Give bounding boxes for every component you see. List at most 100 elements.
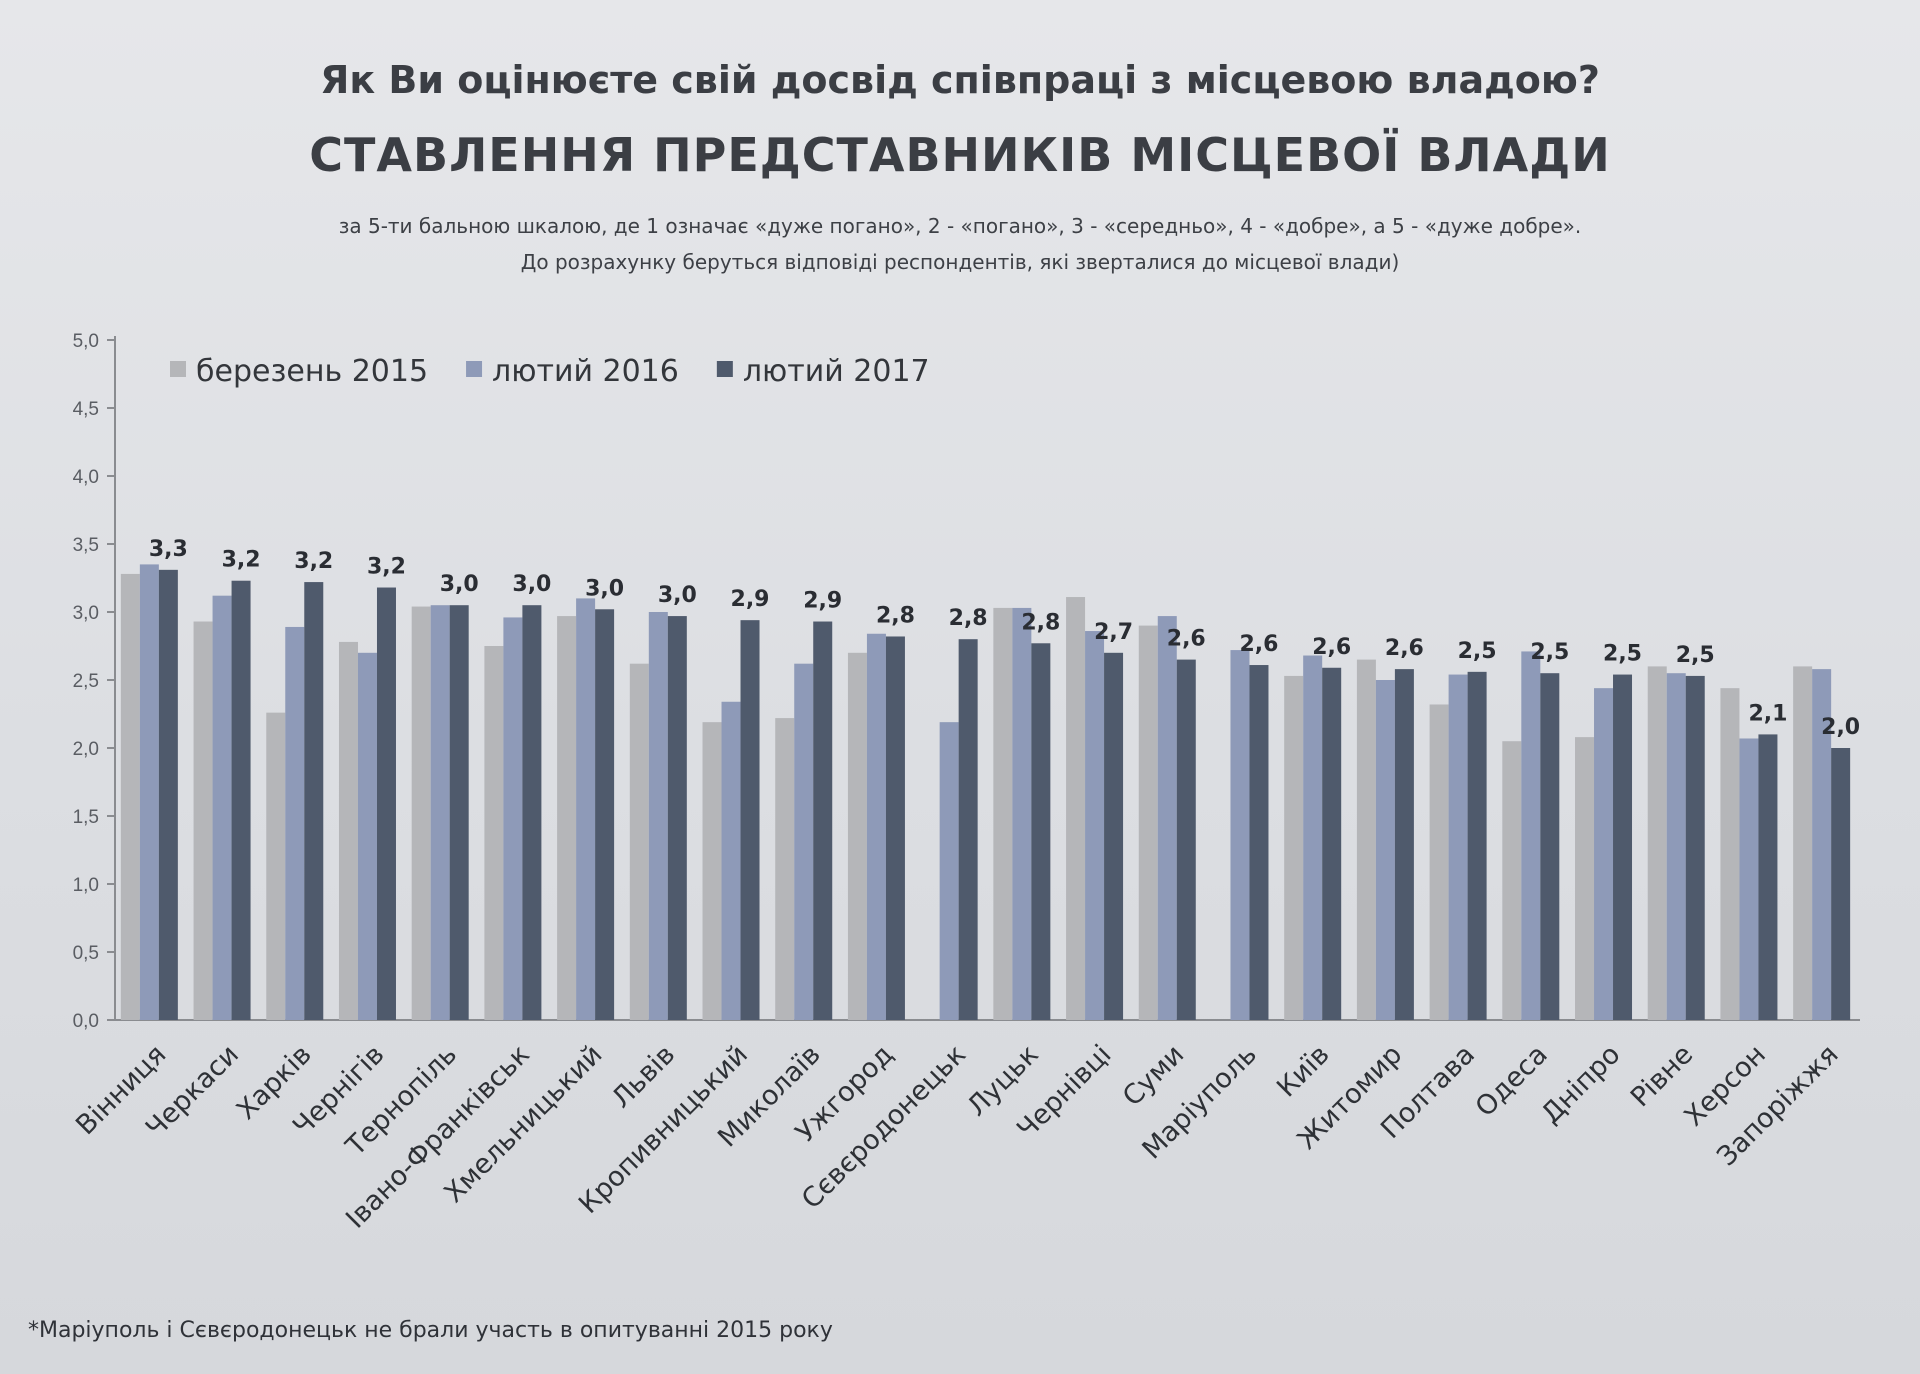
bar <box>1012 607 1032 1020</box>
bar <box>702 722 722 1020</box>
y-tick-label: 2,0 <box>73 739 99 760</box>
bar <box>522 605 542 1020</box>
bar <box>1666 673 1686 1020</box>
bar <box>1467 671 1487 1020</box>
bar <box>1831 748 1851 1020</box>
data-label: 2,8 <box>949 606 988 631</box>
bar <box>721 701 741 1020</box>
legend-swatch <box>716 361 733 377</box>
y-tick-label: 2,5 <box>73 671 99 692</box>
bar <box>1502 741 1522 1020</box>
data-label: 2,0 <box>1821 715 1860 740</box>
data-label: 2,6 <box>1312 635 1351 660</box>
data-label: 2,5 <box>1603 642 1642 667</box>
data-label: 2,8 <box>876 603 915 628</box>
bar <box>430 605 450 1020</box>
data-label: 3,2 <box>367 555 406 580</box>
bar <box>376 587 396 1020</box>
data-label: 2,5 <box>1458 639 1497 664</box>
category-label: Київ <box>1271 1039 1335 1103</box>
bar <box>1157 616 1177 1020</box>
legend-swatch <box>466 361 483 377</box>
bar <box>1230 650 1250 1020</box>
bar <box>120 573 140 1020</box>
chart-footnote: *Маріуполь і Сєвєродонецьк не брали учас… <box>28 1318 833 1343</box>
data-label: 3,0 <box>658 583 697 608</box>
chart-title: СТАВЛЕННЯ ПРЕДСТАВНИКІВ МІСЦЕВОЇ ВЛАДИ <box>309 128 1611 182</box>
bar <box>357 652 377 1020</box>
y-tick-label: 3,5 <box>73 535 99 556</box>
legend-entry: березень 2015 <box>196 354 428 389</box>
data-label: 2,6 <box>1167 627 1206 652</box>
bar <box>648 612 668 1020</box>
legend-entry: лютий 2016 <box>492 354 679 389</box>
bar <box>1085 631 1105 1020</box>
bar <box>1647 666 1667 1020</box>
bar <box>667 616 687 1020</box>
data-label: 3,0 <box>440 572 479 597</box>
bar <box>1812 669 1832 1020</box>
bar <box>231 580 251 1020</box>
bar <box>212 595 232 1020</box>
bar <box>1758 734 1778 1020</box>
bar <box>1575 737 1595 1020</box>
y-tick-label: 1,0 <box>73 875 99 896</box>
data-label: 2,6 <box>1385 636 1424 661</box>
bar <box>484 646 504 1020</box>
data-label: 2,7 <box>1094 620 1133 645</box>
data-label: 2,5 <box>1676 643 1715 668</box>
bar <box>1303 655 1323 1020</box>
chart-subtitle-line2: До розрахунку беруться відповіді респонд… <box>520 250 1400 274</box>
bar <box>193 621 213 1020</box>
bar <box>1138 625 1158 1020</box>
bar <box>993 607 1013 1020</box>
bar <box>1066 597 1086 1020</box>
y-tick-label: 5,0 <box>73 331 99 352</box>
bar <box>775 718 795 1020</box>
y-tick-label: 4,0 <box>73 467 99 488</box>
bar <box>557 616 577 1020</box>
data-label: 2,9 <box>731 587 770 612</box>
bar <box>503 617 523 1020</box>
bar <box>1448 674 1468 1020</box>
bar <box>866 633 886 1020</box>
bar <box>449 605 469 1020</box>
bar <box>338 641 358 1020</box>
data-label: 2,6 <box>1239 632 1278 657</box>
bar <box>1793 666 1813 1020</box>
data-label: 3,0 <box>512 572 551 597</box>
bar <box>595 609 615 1020</box>
bar <box>158 569 178 1020</box>
data-label: 3,2 <box>222 548 261 573</box>
bar <box>1356 659 1376 1020</box>
data-label: 2,1 <box>1748 701 1787 726</box>
bar <box>1249 665 1269 1020</box>
bar <box>885 636 905 1020</box>
data-label: 2,5 <box>1530 640 1569 665</box>
bar <box>794 663 814 1020</box>
bar <box>1739 738 1759 1020</box>
data-label: 3,0 <box>585 576 624 601</box>
bar <box>1176 659 1196 1020</box>
bar <box>1720 688 1740 1020</box>
data-label: 2,9 <box>803 589 842 614</box>
y-tick-label: 0,0 <box>73 1011 99 1032</box>
bar <box>1394 669 1414 1020</box>
data-label: 3,3 <box>149 537 188 562</box>
legend-entry: лютий 2017 <box>743 354 930 389</box>
bar <box>1613 674 1633 1020</box>
bar <box>1685 675 1705 1020</box>
bar <box>285 626 305 1020</box>
bar <box>629 663 649 1020</box>
y-tick-label: 1,5 <box>73 807 99 828</box>
bar <box>1375 680 1395 1020</box>
legend-swatch <box>170 361 186 377</box>
bar <box>1429 704 1449 1020</box>
bar <box>1322 667 1342 1020</box>
bar <box>1284 675 1304 1020</box>
bar <box>939 722 959 1020</box>
bar <box>1540 673 1560 1020</box>
bar <box>847 652 867 1020</box>
data-label: 2,8 <box>1021 610 1060 635</box>
